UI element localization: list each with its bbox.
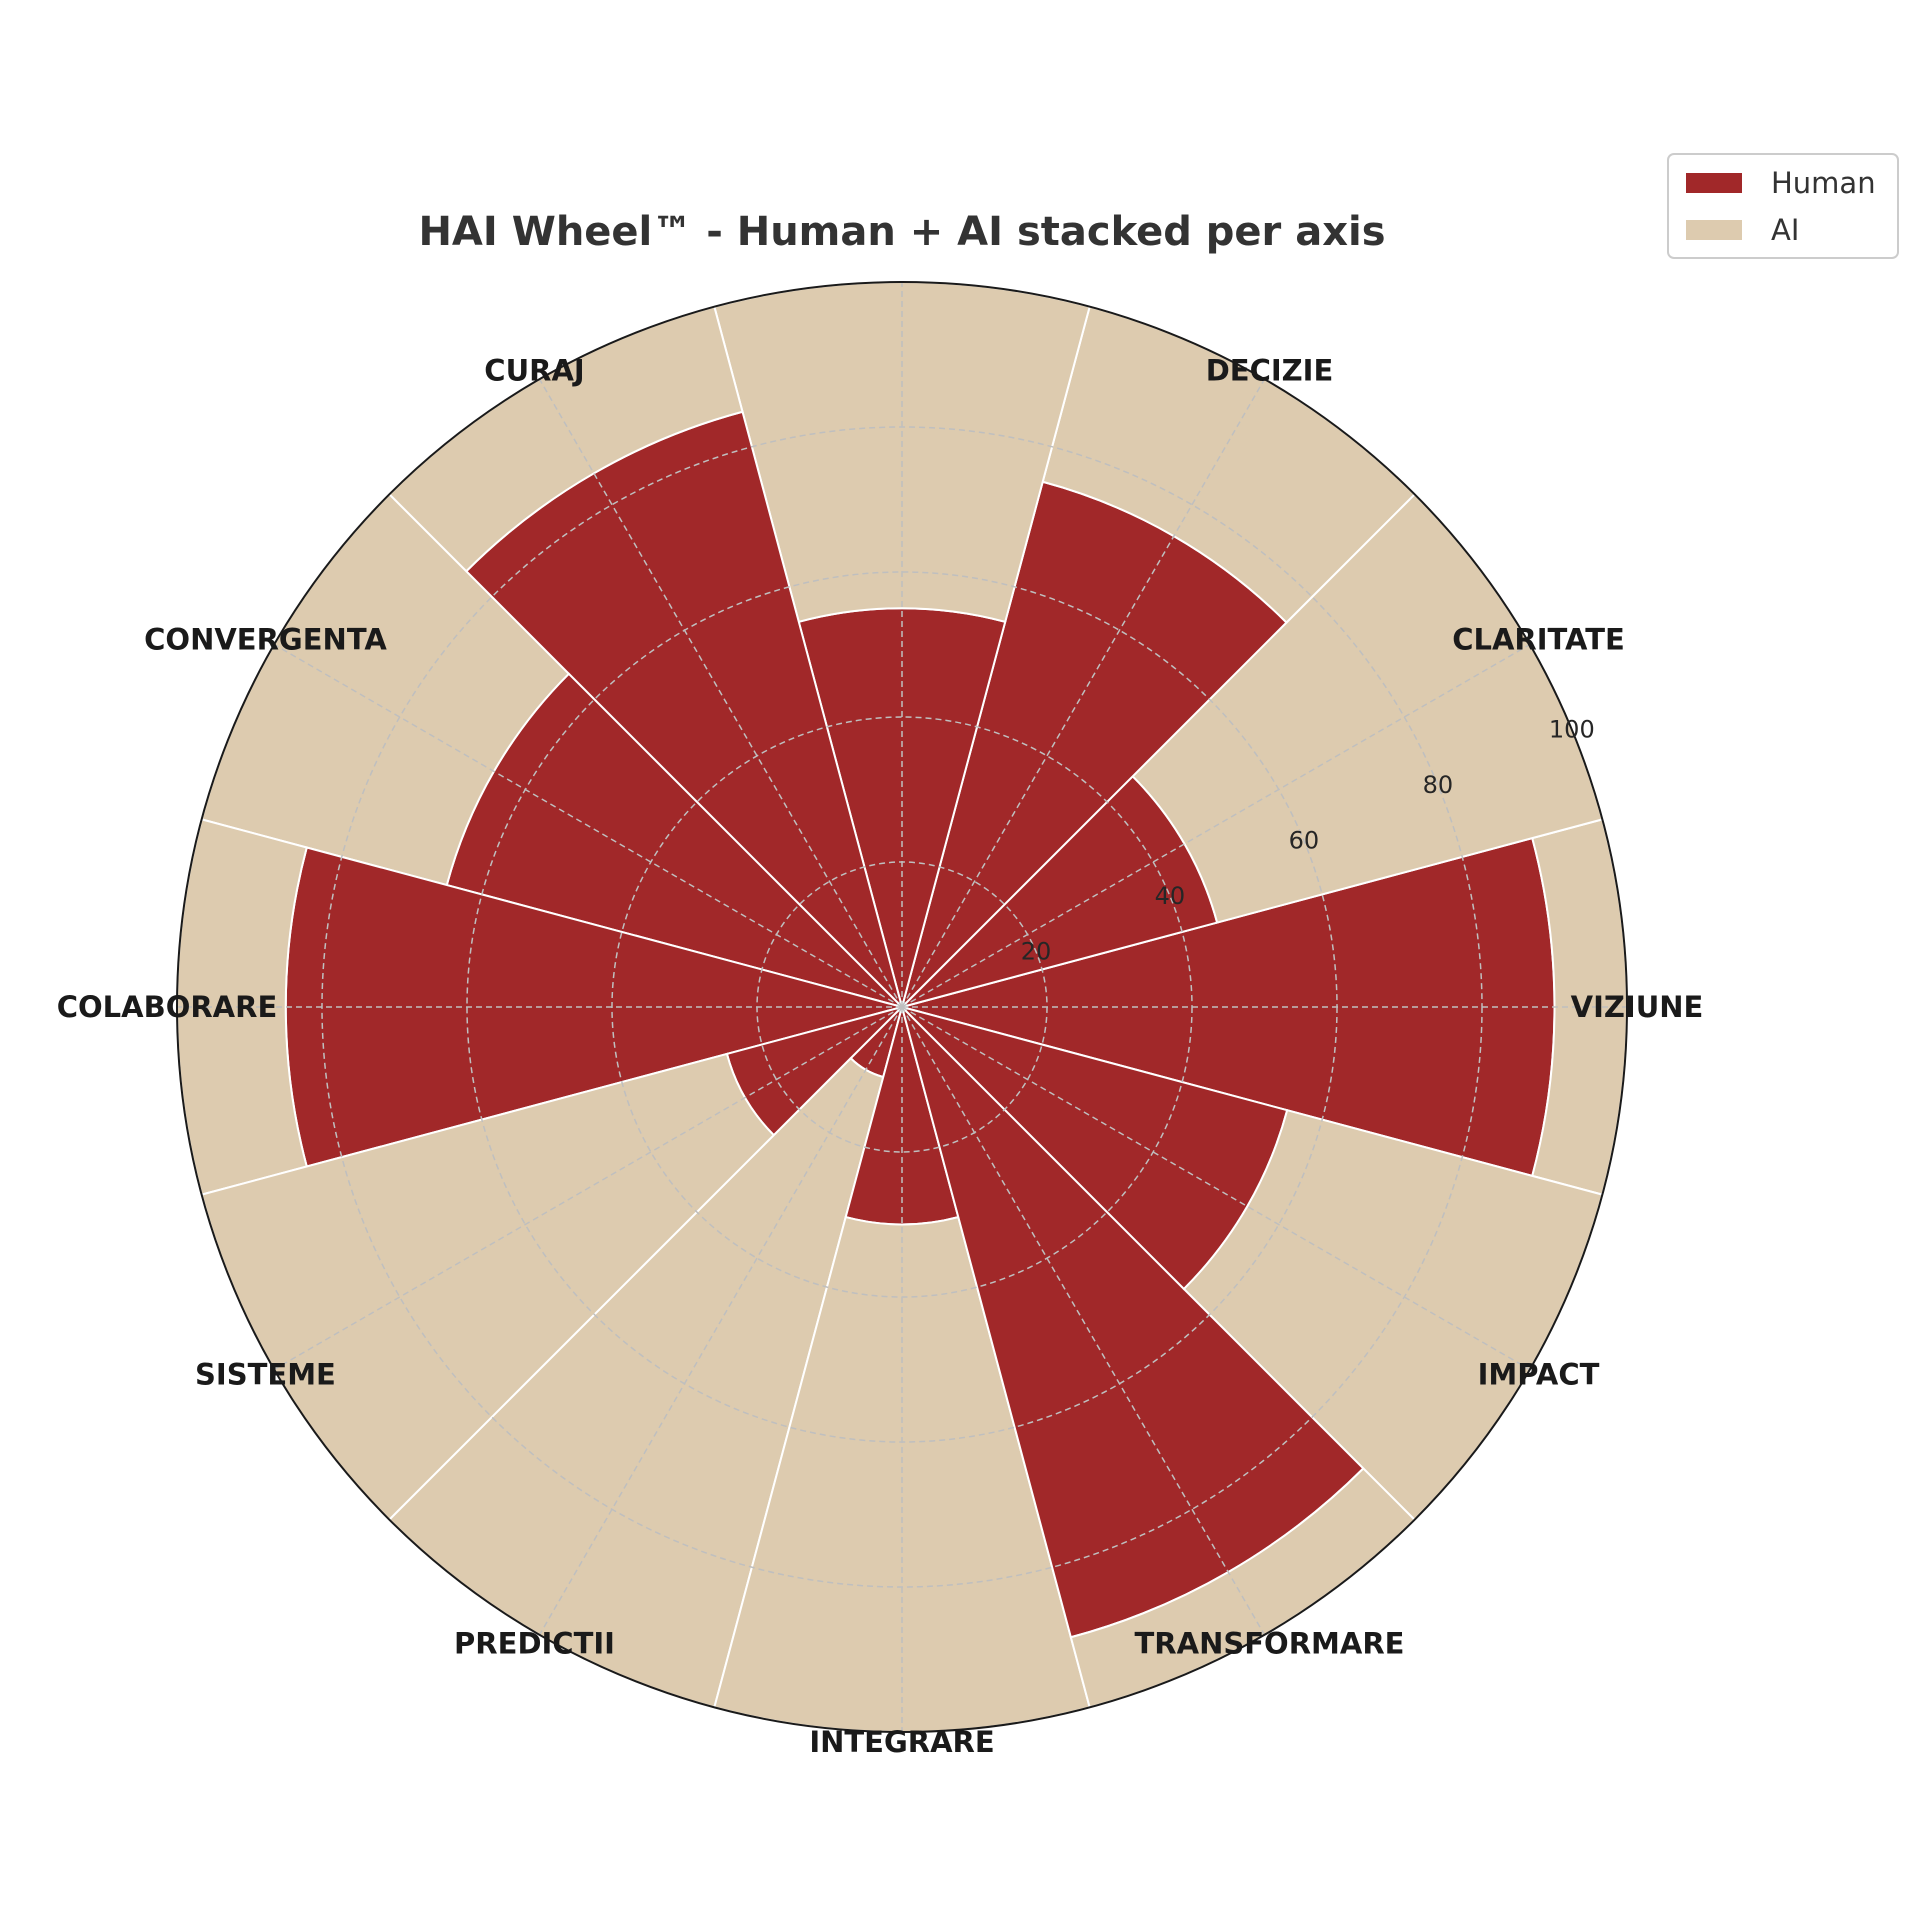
grid-spoke-8 xyxy=(538,1006,903,1636)
category-label-4: CURAJ xyxy=(484,353,584,387)
r-tick-label-1: 40 xyxy=(1155,882,1186,910)
category-label-7: SISTEME xyxy=(195,1358,336,1392)
grid-spoke-5 xyxy=(273,643,903,1008)
r-tick-label-3: 80 xyxy=(1423,771,1454,799)
r-tick-label-2: 60 xyxy=(1289,827,1320,855)
category-label-11: IMPACT xyxy=(1478,1358,1600,1392)
grid-spoke-10 xyxy=(901,1006,1266,1636)
category-label-1: CLARITATE xyxy=(1452,623,1625,657)
chart-title: HAI Wheel™ - Human + AI stacked per axis xyxy=(418,209,1385,255)
r-tick-label-0: 20 xyxy=(1021,938,1052,966)
labels-layer: VIZIUNE CLARITATE DECIZIE CURAJ CONVERGENTA C… xyxy=(57,353,1704,1759)
grid-layer xyxy=(176,281,1628,1733)
legend-label-human: Human xyxy=(1771,166,1876,200)
category-label-9: INTEGRARE xyxy=(809,1725,994,1759)
legend-swatch-human xyxy=(1686,173,1742,193)
grid-spoke-4 xyxy=(538,378,903,1008)
polar-frame xyxy=(176,281,1628,1733)
grid-spoke-2 xyxy=(901,378,1266,1008)
grid-spoke-7 xyxy=(273,1006,903,1371)
grid-spoke-1 xyxy=(901,643,1531,1008)
category-label-0: VIZIUNE xyxy=(1571,990,1704,1024)
category-label-8: PREDICTII xyxy=(454,1627,615,1661)
category-label-2: DECIZIE xyxy=(1206,353,1334,387)
grid-spoke-11 xyxy=(901,1006,1531,1371)
legend: Human AI xyxy=(1667,153,1899,259)
r-tick-label-4: 100 xyxy=(1549,716,1595,744)
legend-swatch-ai xyxy=(1686,220,1742,240)
category-label-6: COLABORARE xyxy=(57,990,278,1024)
category-label-5: CONVERGENTA xyxy=(144,623,387,657)
category-label-10: TRANSFORMARE xyxy=(1135,1627,1405,1661)
bars-layer xyxy=(176,281,1628,1733)
legend-label-ai: AI xyxy=(1771,213,1799,247)
